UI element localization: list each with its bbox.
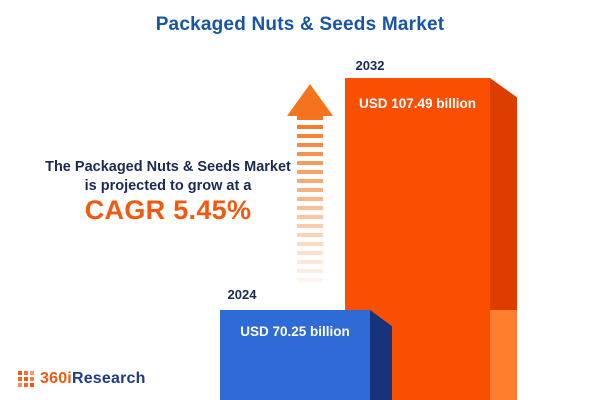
logo-wordmark: 360iResearch	[40, 370, 146, 388]
description-block: The Packaged Nuts & Seeds Market is proj…	[18, 158, 318, 225]
logo-pixel-grid-icon	[18, 371, 34, 387]
description-line-1: The Packaged Nuts & Seeds Market	[45, 159, 291, 175]
arrow-fade-overlay	[297, 116, 323, 286]
growth-arrow-dashed-tail	[297, 116, 323, 286]
brand-logo: 360iResearch	[18, 370, 146, 388]
logo-wordmark-research: Research	[71, 370, 146, 387]
bar-2024-side-face	[370, 310, 392, 400]
logo-wordmark-360i: 360i	[40, 370, 72, 387]
cagr-value: CAGR 5.45%	[84, 195, 252, 225]
page-title: Packaged Nuts & Seeds Market	[155, 14, 445, 35]
bar-2024	[220, 310, 370, 400]
growth-arrow-up-icon	[287, 84, 333, 116]
bar-2024-year-label: 2024	[227, 287, 257, 302]
bar-2032-value-label: USD 107.49 billion	[358, 96, 477, 111]
bar-2024-value-label: USD 70.25 billion	[240, 324, 350, 339]
bar-2032-side-face	[490, 78, 517, 400]
description-line-2: is projected to grow at a	[84, 178, 252, 194]
bar-2032-year-label: 2032	[355, 58, 385, 73]
